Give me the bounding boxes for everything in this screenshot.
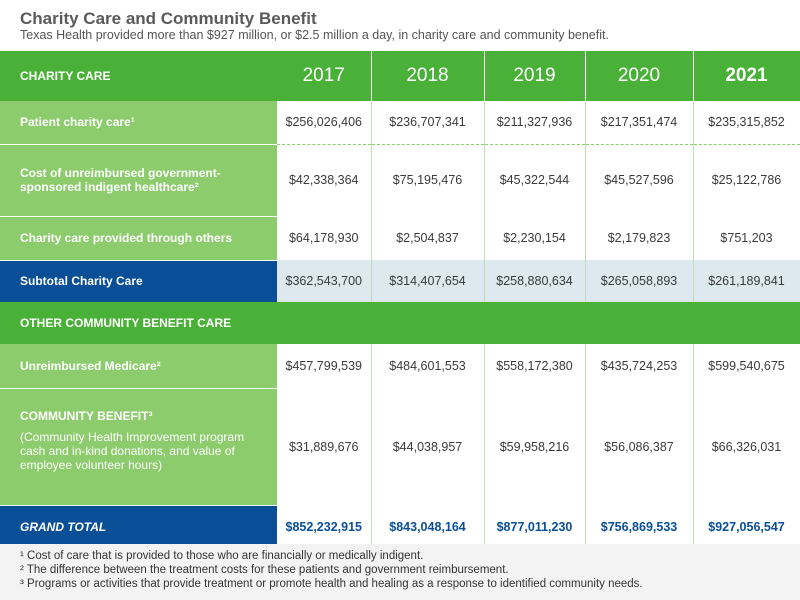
row-label: Charity care provided through others [0, 216, 277, 261]
grand-total-row: GRAND TOTAL $852,232,915 $843,048,164 $8… [0, 505, 800, 548]
page-subtitle: Texas Health provided more than $927 mil… [20, 28, 609, 42]
header-row: CHARITY CARE 2017 2018 2019 2020 2021 [0, 51, 800, 101]
grand-total-label: GRAND TOTAL [0, 505, 277, 548]
footnote: ³ Programs or activities that provide tr… [20, 578, 643, 590]
community-benefit-description: (Community Health Improvement program ca… [20, 429, 245, 472]
charity-care-table: CHARITY CARE 2017 2018 2019 2020 2021 Pa… [0, 51, 800, 548]
row-label: Cost of unreimbursed government-sponsore… [0, 144, 277, 217]
table-row: COMMUNITY BENEFIT³ (Community Health Imp… [0, 388, 800, 506]
table-cell: $258,880,634 [484, 260, 586, 302]
year-header: 2018 [371, 51, 485, 101]
table-cell: $56,086,387 [585, 388, 694, 505]
table-cell: $927,056,547 [693, 505, 800, 548]
year-header: 2019 [484, 51, 586, 101]
row-label: COMMUNITY BENEFIT³ (Community Health Imp… [0, 388, 277, 506]
row-label: Unreimbursed Medicare² [0, 344, 277, 389]
section-label-charity-care: CHARITY CARE [0, 51, 277, 101]
table-cell: $435,724,253 [585, 344, 694, 388]
table-cell: $265,058,893 [585, 260, 694, 302]
table-cell: $852,232,915 [277, 505, 372, 548]
footnote: ² The difference between the treatment c… [20, 564, 509, 576]
subtotal-label: Subtotal Charity Care [0, 260, 277, 302]
table-row: Patient charity care¹ $256,026,406 $236,… [0, 101, 800, 145]
footnotes: ¹ Cost of care that is provided to those… [0, 544, 800, 600]
table-cell: $64,178,930 [277, 216, 372, 260]
table-cell: $217,351,474 [585, 101, 694, 145]
table-cell: $45,527,596 [585, 144, 694, 216]
table-cell: $314,407,654 [371, 260, 485, 302]
table-row: Charity care provided through others $64… [0, 216, 800, 261]
table-cell: $236,707,341 [371, 101, 485, 145]
table-cell: $558,172,380 [484, 344, 586, 388]
table-row: Cost of unreimbursed government-sponsore… [0, 144, 800, 217]
row-label: Patient charity care¹ [0, 101, 277, 145]
table-cell: $45,322,544 [484, 144, 586, 216]
section-label-other-community-benefit: OTHER COMMUNITY BENEFIT CARE [0, 302, 800, 344]
table-cell: $256,026,406 [277, 101, 372, 145]
table-cell: $457,799,539 [277, 344, 372, 388]
table-cell: $42,338,364 [277, 144, 372, 216]
table-cell: $235,315,852 [693, 101, 800, 145]
year-header: 2020 [585, 51, 694, 101]
table-cell: $59,958,216 [484, 388, 586, 505]
table-cell: $2,230,154 [484, 216, 586, 260]
section-row: OTHER COMMUNITY BENEFIT CARE [0, 302, 800, 344]
table-cell: $2,504,837 [371, 216, 485, 260]
table-cell: $25,122,786 [693, 144, 800, 216]
table-cell: $44,038,957 [371, 388, 485, 505]
year-header: 2021 [693, 51, 800, 101]
table-row: Unreimbursed Medicare² $457,799,539 $484… [0, 344, 800, 389]
community-benefit-title: COMMUNITY BENEFIT³ [20, 408, 153, 423]
table-cell: $66,326,031 [693, 388, 800, 505]
table-cell: $211,327,936 [484, 101, 586, 145]
page-title: Charity Care and Community Benefit [20, 9, 317, 28]
table-cell: $31,889,676 [277, 388, 372, 505]
table-cell: $843,048,164 [371, 505, 485, 548]
subtotal-row: Subtotal Charity Care $362,543,700 $314,… [0, 260, 800, 302]
table-cell: $2,179,823 [585, 216, 694, 260]
table-cell: $751,203 [693, 216, 800, 260]
table-cell: $599,540,675 [693, 344, 800, 388]
table-cell: $877,011,230 [484, 505, 586, 548]
year-header: 2017 [277, 51, 372, 101]
table-cell: $75,195,476 [371, 144, 485, 216]
table-cell: $362,543,700 [277, 260, 372, 302]
table-cell: $261,189,841 [693, 260, 800, 302]
table-cell: $756,869,533 [585, 505, 694, 548]
table-cell: $484,601,553 [371, 344, 485, 388]
footnote: ¹ Cost of care that is provided to those… [20, 550, 424, 562]
